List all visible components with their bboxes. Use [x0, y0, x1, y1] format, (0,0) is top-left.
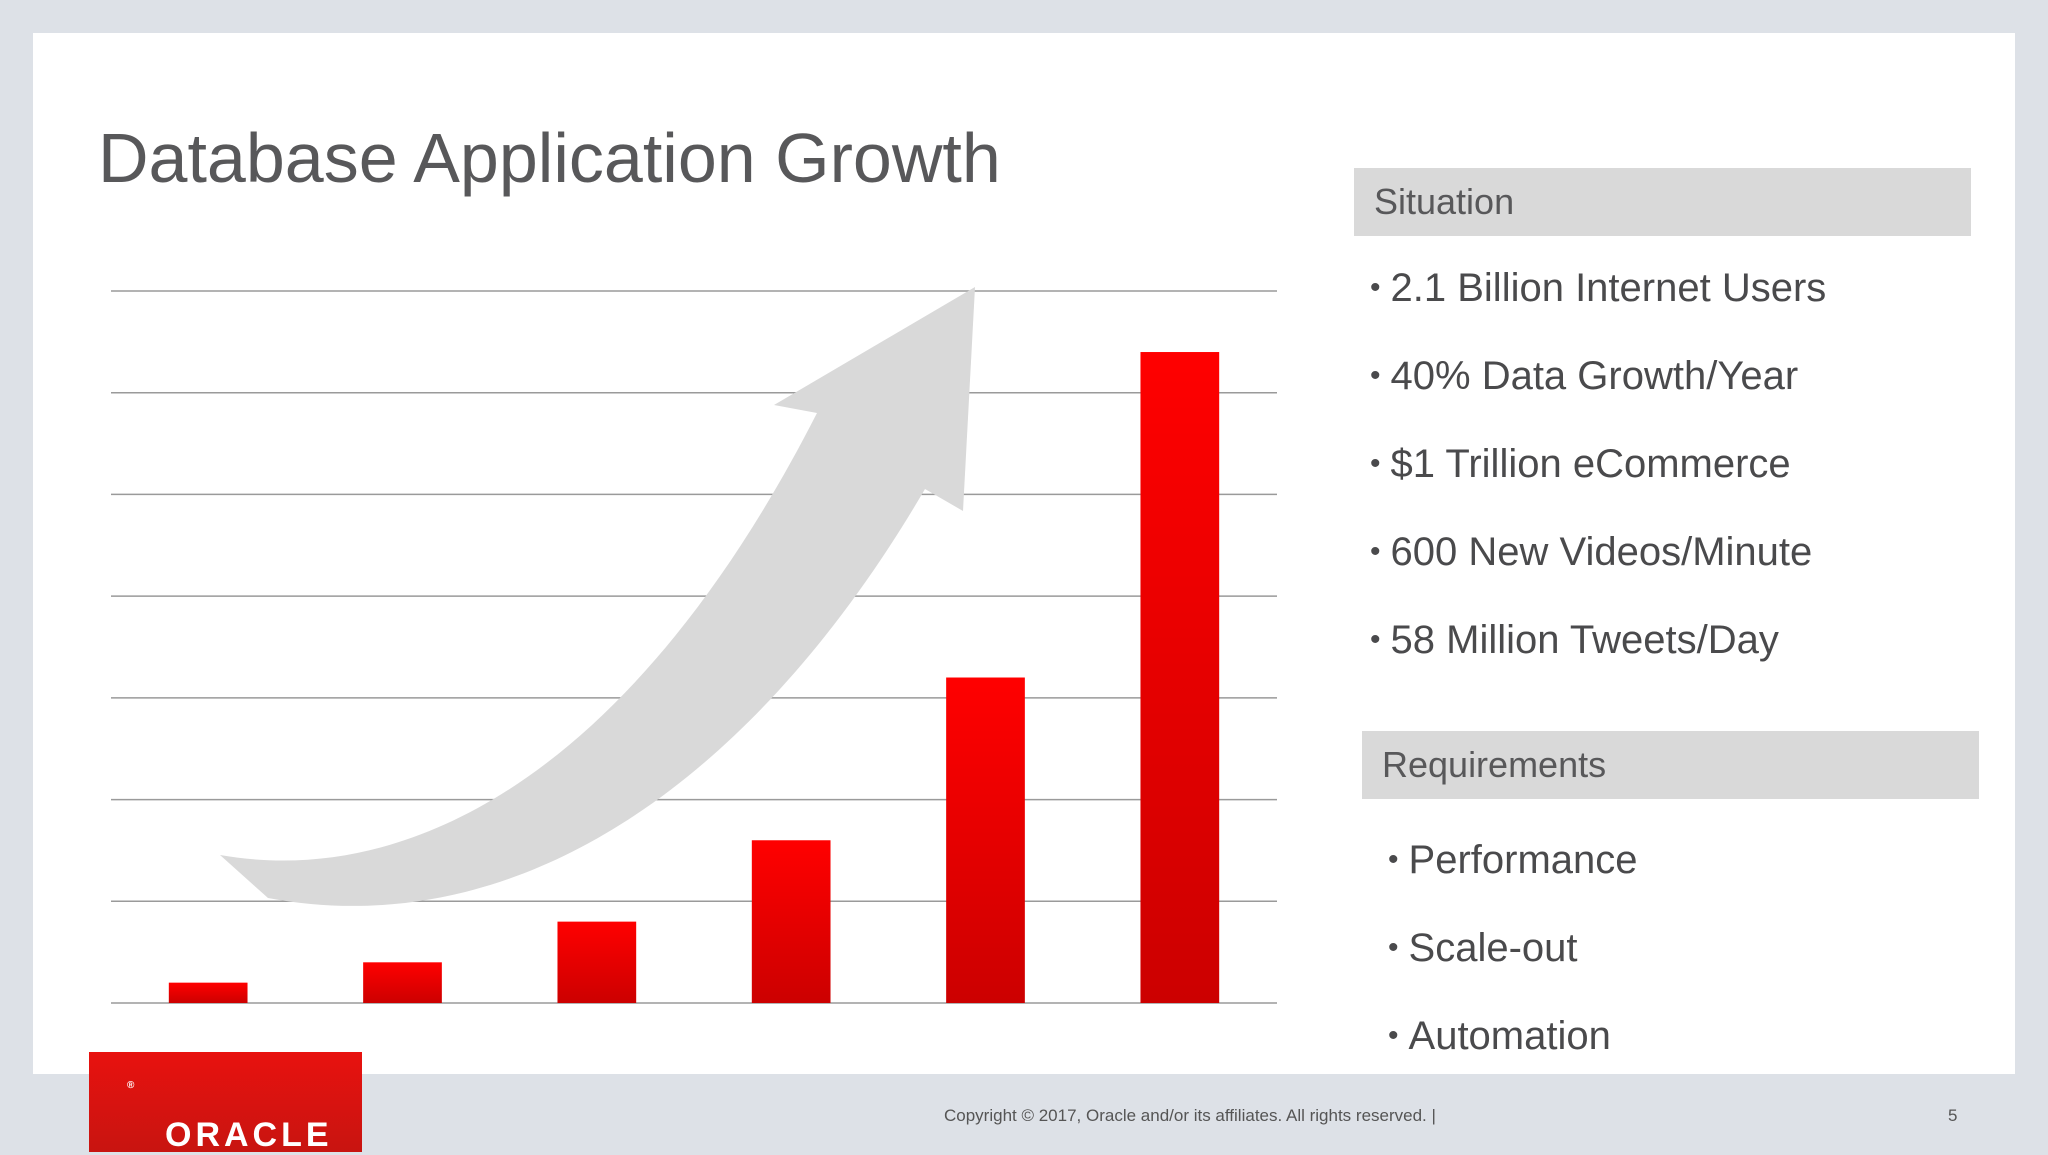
bullet-icon: • [1388, 931, 1399, 964]
growth-arrow-icon [220, 287, 975, 906]
copyright-footer: Copyright © 2017, Oracle and/or its affi… [944, 1106, 1436, 1125]
requirements-item-text: Scale-out [1408, 926, 1578, 970]
oracle-logo-mark: ® [127, 1079, 135, 1091]
situation-item: • 58 Million Tweets/Day [1370, 612, 1826, 700]
bullet-icon: • [1370, 623, 1381, 656]
situation-item-text: 58 Million Tweets/Day [1390, 618, 1779, 662]
situation-item: • 40% Data Growth/Year [1370, 348, 1826, 436]
bullet-icon: • [1388, 843, 1399, 876]
page-number: 5 [1948, 1106, 1958, 1125]
requirements-item-text: Performance [1408, 838, 1638, 882]
chart-bar [946, 677, 1025, 1003]
situation-item-text: $1 Trillion eCommerce [1390, 442, 1791, 486]
requirements-item-text: Automation [1408, 1014, 1611, 1058]
situation-item-text: 2.1 Billion Internet Users [1390, 266, 1827, 310]
chart-bar [557, 921, 637, 1003]
slide-title: Database Application Growth [98, 119, 1001, 197]
situation-list: • 2.1 Billion Internet Users • 40% Data Gro… [1370, 260, 1826, 700]
requirements-header: Requirements [1362, 731, 1979, 799]
chart-bar [363, 962, 442, 1003]
requirements-list: • Performance • Scale-out • Automation [1388, 832, 1638, 1096]
situation-item-text: 40% Data Growth/Year [1390, 354, 1799, 398]
oracle-logo: ORACLE ® [89, 1052, 362, 1154]
situation-item: • $1 Trillion eCommerce [1370, 436, 1826, 524]
situation-item: • 600 New Videos/Minute [1370, 524, 1826, 612]
chart-bar [168, 982, 248, 1003]
situation-item-text: 600 New Videos/Minute [1390, 530, 1813, 574]
requirements-item: • Automation [1388, 1008, 1638, 1096]
chart-bar [751, 840, 831, 1003]
situation-item: • 2.1 Billion Internet Users [1370, 260, 1826, 348]
oracle-logo-text: ORACLE [165, 1116, 333, 1154]
chart-bars [168, 352, 1220, 1003]
chart-gridlines [111, 290, 1277, 1004]
bullet-icon: • [1370, 359, 1381, 392]
requirements-item: • Performance [1388, 832, 1638, 920]
situation-header: Situation [1354, 168, 1971, 236]
bullet-icon: • [1388, 1019, 1399, 1052]
chart-bar [1140, 352, 1220, 1003]
requirements-item: • Scale-out [1388, 920, 1638, 1008]
bullet-icon: • [1370, 271, 1381, 304]
bullet-icon: • [1370, 447, 1381, 480]
bullet-icon: • [1370, 535, 1381, 568]
